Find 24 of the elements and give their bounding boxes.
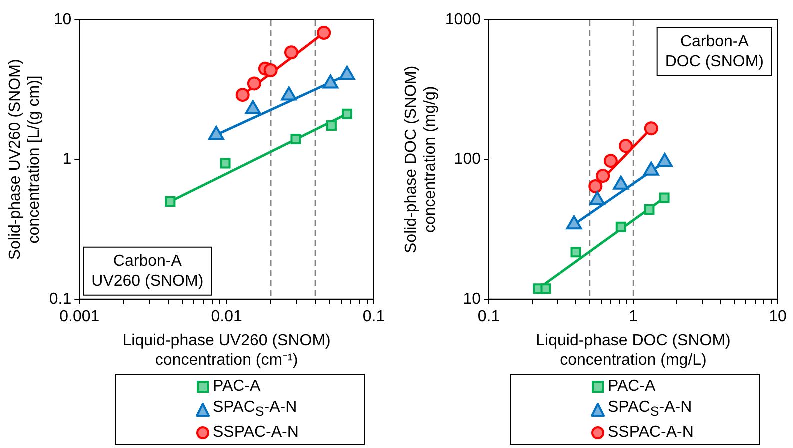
y-axis-title: Solid-phase UV260 (SNOM) concentration [L/(g cm)] [7,59,44,260]
legend-label: SPAC$_{S}$-A-N [213,398,298,422]
legend-label: PAC-A [608,377,656,397]
x-tick-label: 1 [629,308,638,326]
annotation: Carbon-A DOC (SNOM) [665,33,764,70]
legend-label: SSPAC-A-N [213,423,299,444]
y-tick-label: 10 [54,11,72,28]
y-tick-label: 1000 [445,11,482,28]
y-axis-title: Solid-phase DOC (SNOM) concentration (mg/g) [403,66,440,254]
x-axis-title: Liquid-phase UV260 (SNOM) concentration (cm⁻¹) [122,332,331,369]
legend-label: SSPAC-A-N [608,423,694,444]
y-tick-label: 100 [454,151,482,168]
y-tick-label: 10 [463,290,482,308]
x-tick-label: 0.01 [211,308,242,326]
x-tick-label: 0.001 [60,308,100,326]
y-tick-label: 0.1 [49,290,72,308]
legend-label: SPAC$_{S}$-A-N [608,398,692,422]
x-axis-title: Liquid-phase DOC (SNOM) concentration (mg/L) [536,332,731,369]
legend-label: PAC-A [213,377,261,397]
x-tick-label: 10 [769,308,787,326]
annotation: Carbon-A UV260 (SNOM) [92,252,204,290]
y-tick-label: 1 [62,151,72,168]
x-tick-label: 0.1 [478,308,500,326]
x-tick-label: 0.1 [362,308,386,326]
